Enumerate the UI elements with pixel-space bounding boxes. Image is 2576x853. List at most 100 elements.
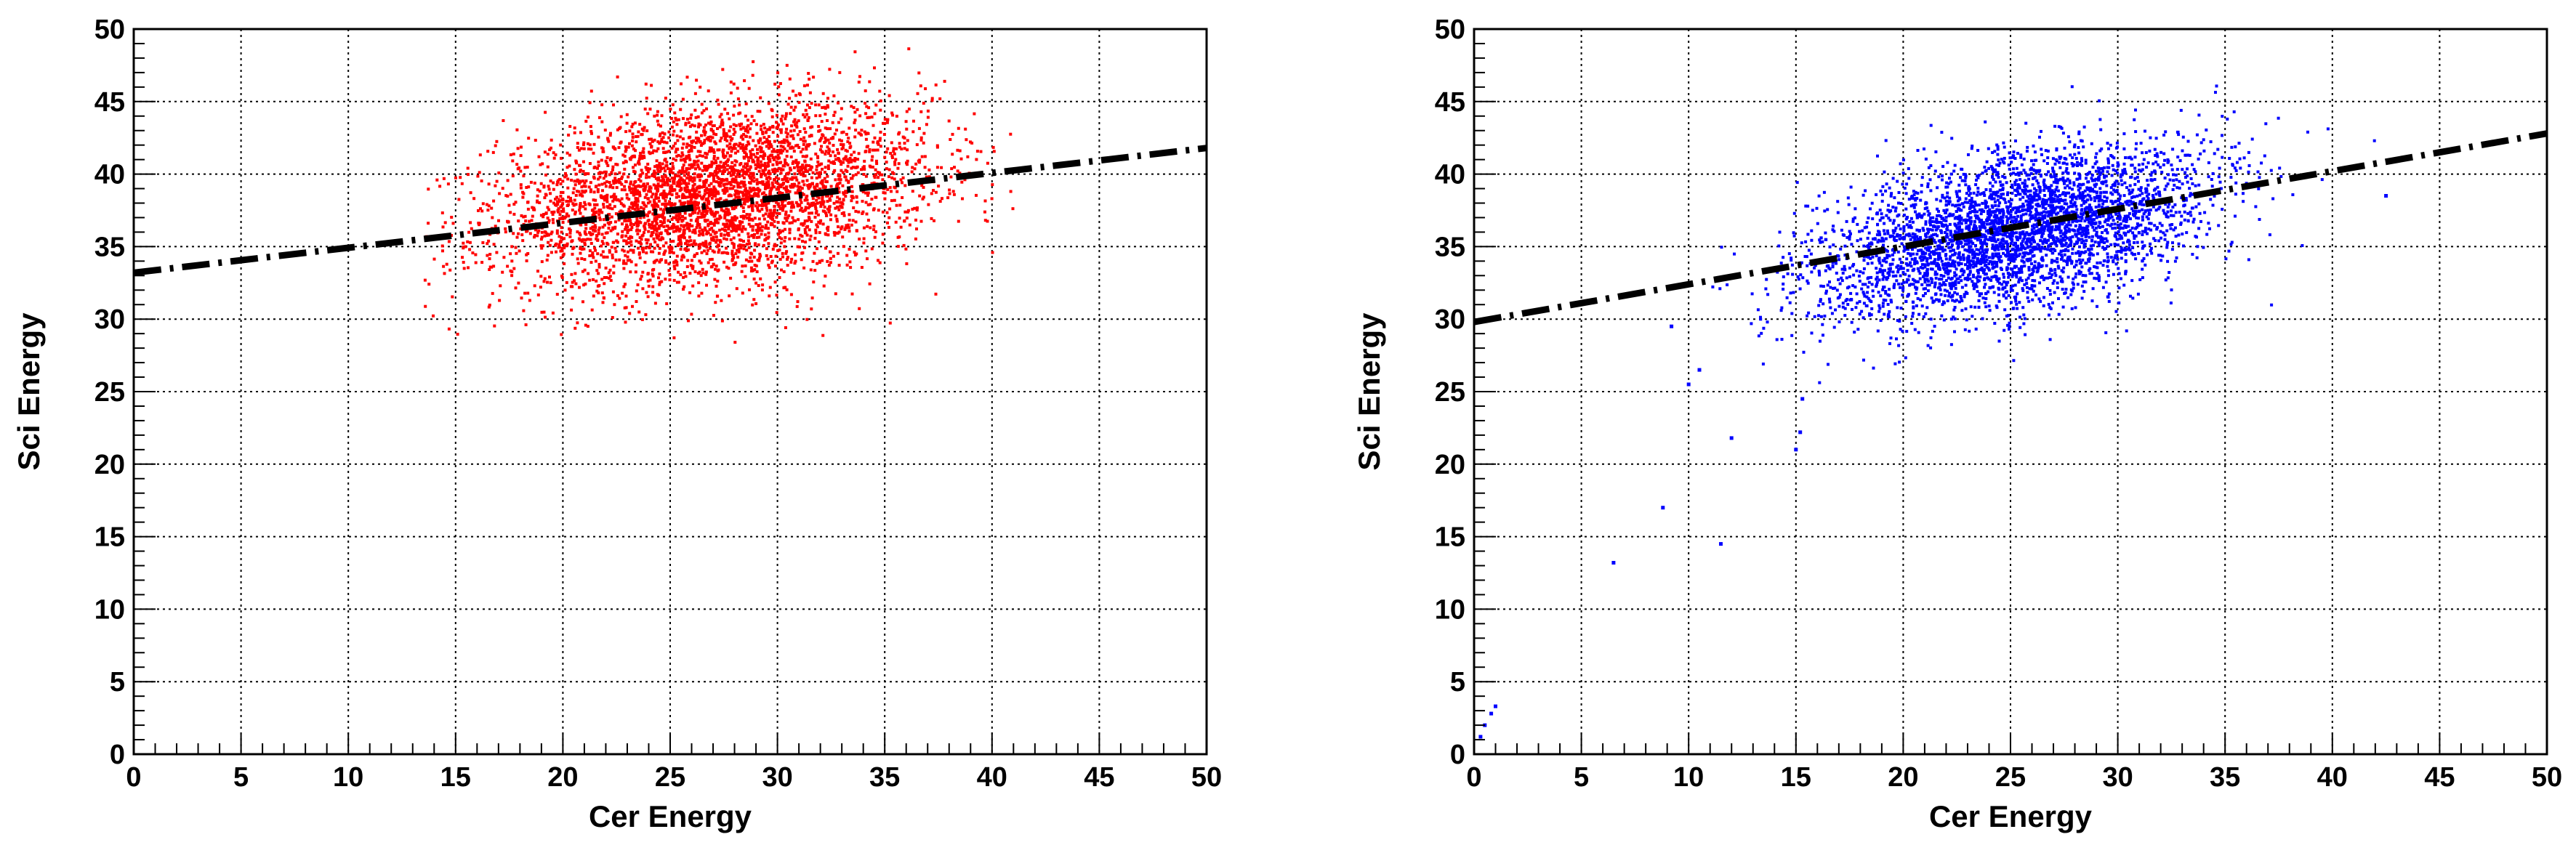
scatter-point <box>634 185 637 188</box>
scatter-point <box>560 249 564 253</box>
scatter-point <box>651 274 655 278</box>
scatter-point <box>2042 189 2046 192</box>
scatter-point <box>575 161 579 165</box>
scatter-point <box>840 211 844 215</box>
scatter-point <box>824 166 827 169</box>
scatter-point <box>2060 254 2064 256</box>
scatter-point <box>975 193 978 197</box>
scatter-point <box>2117 267 2120 270</box>
scatter-point <box>2157 239 2161 243</box>
scatter-point <box>746 164 749 168</box>
scatter-point <box>715 180 718 184</box>
scatter-point <box>718 228 722 232</box>
scatter-point <box>678 199 682 203</box>
scatter-point <box>515 235 519 239</box>
scatter-point <box>589 147 593 151</box>
scatter-point <box>715 294 719 298</box>
scatter-point <box>487 182 491 186</box>
scatter-point <box>820 162 824 166</box>
scatter-point <box>488 257 491 261</box>
scatter-point <box>715 167 718 171</box>
scatter-point <box>1901 329 1904 333</box>
scatter-point <box>703 249 706 253</box>
scatter-point <box>683 228 686 232</box>
scatter-point <box>675 155 679 158</box>
scatter-point <box>442 177 446 180</box>
scatter-point <box>647 190 651 193</box>
scatter-point <box>775 187 778 191</box>
scatter-point <box>715 161 718 164</box>
scatter-point <box>576 146 579 149</box>
scatter-point <box>791 134 794 137</box>
scatter-point <box>1960 286 1964 289</box>
scatter-point <box>858 75 861 78</box>
scatter-point <box>822 284 826 288</box>
scatter-point <box>761 283 765 287</box>
scatter-point <box>690 147 693 150</box>
scatter-point <box>726 233 730 237</box>
scatter-point <box>696 217 699 221</box>
scatter-point <box>450 216 454 219</box>
scatter-point <box>716 171 720 174</box>
scatter-point <box>876 148 880 152</box>
scatter-point <box>710 161 714 163</box>
scatter-point <box>937 185 941 188</box>
scatter-point <box>614 181 618 185</box>
scatter-point <box>763 166 767 170</box>
scatter-point <box>677 214 681 218</box>
scatter-point <box>636 221 640 225</box>
scatter-point <box>829 161 833 164</box>
scatter-point <box>754 204 757 208</box>
scatter-point <box>756 152 759 155</box>
scatter-point <box>873 148 877 152</box>
scatter-point <box>519 186 523 190</box>
scatter-point <box>730 249 734 253</box>
scatter-point <box>516 167 520 171</box>
scatter-point <box>746 232 750 235</box>
scatter-point <box>587 172 590 176</box>
scatter-point <box>903 184 907 187</box>
scatter-point <box>470 227 473 230</box>
scatter-point <box>751 73 754 77</box>
scatter-point <box>700 102 704 106</box>
scatter-point <box>667 262 671 266</box>
scatter-point <box>2083 219 2087 223</box>
scatter-point <box>618 296 621 300</box>
y-axis-title: Sci Energy <box>12 312 46 471</box>
scatter-point <box>785 155 789 158</box>
scatter-point <box>660 236 664 240</box>
scatter-point <box>758 145 762 149</box>
scatter-point <box>762 152 766 155</box>
scatter-point <box>565 280 568 284</box>
scatter-point <box>731 254 735 257</box>
scatter-point <box>696 252 699 256</box>
scatter-point <box>606 164 610 167</box>
scatter-point <box>646 197 650 201</box>
scatter-point <box>808 185 812 189</box>
scatter-point <box>584 227 588 230</box>
scatter-point <box>486 150 490 153</box>
scatter-point <box>667 203 671 206</box>
scatter-point <box>624 283 627 286</box>
scatter-point <box>689 199 693 202</box>
scatter-point <box>1997 226 2001 230</box>
scatter-point <box>2046 248 2050 251</box>
scatter-point <box>844 190 848 193</box>
scatter-point <box>749 165 752 169</box>
scatter-point <box>826 229 830 233</box>
scatter-point <box>733 163 737 167</box>
scatter-point <box>784 213 787 217</box>
scatter-point <box>810 134 813 137</box>
scatter-point <box>840 227 843 230</box>
scatter-point <box>685 188 689 192</box>
scatter-point <box>799 189 802 193</box>
scatter-point <box>565 212 568 216</box>
scatter-point <box>796 203 800 206</box>
scatter-point <box>638 174 642 177</box>
scatter-point <box>558 243 561 246</box>
scatter-point <box>842 191 845 195</box>
y-tick-label: 10 <box>94 594 125 625</box>
scatter-point <box>777 205 781 208</box>
scatter-point <box>705 152 709 155</box>
scatter-point <box>1962 172 1965 176</box>
